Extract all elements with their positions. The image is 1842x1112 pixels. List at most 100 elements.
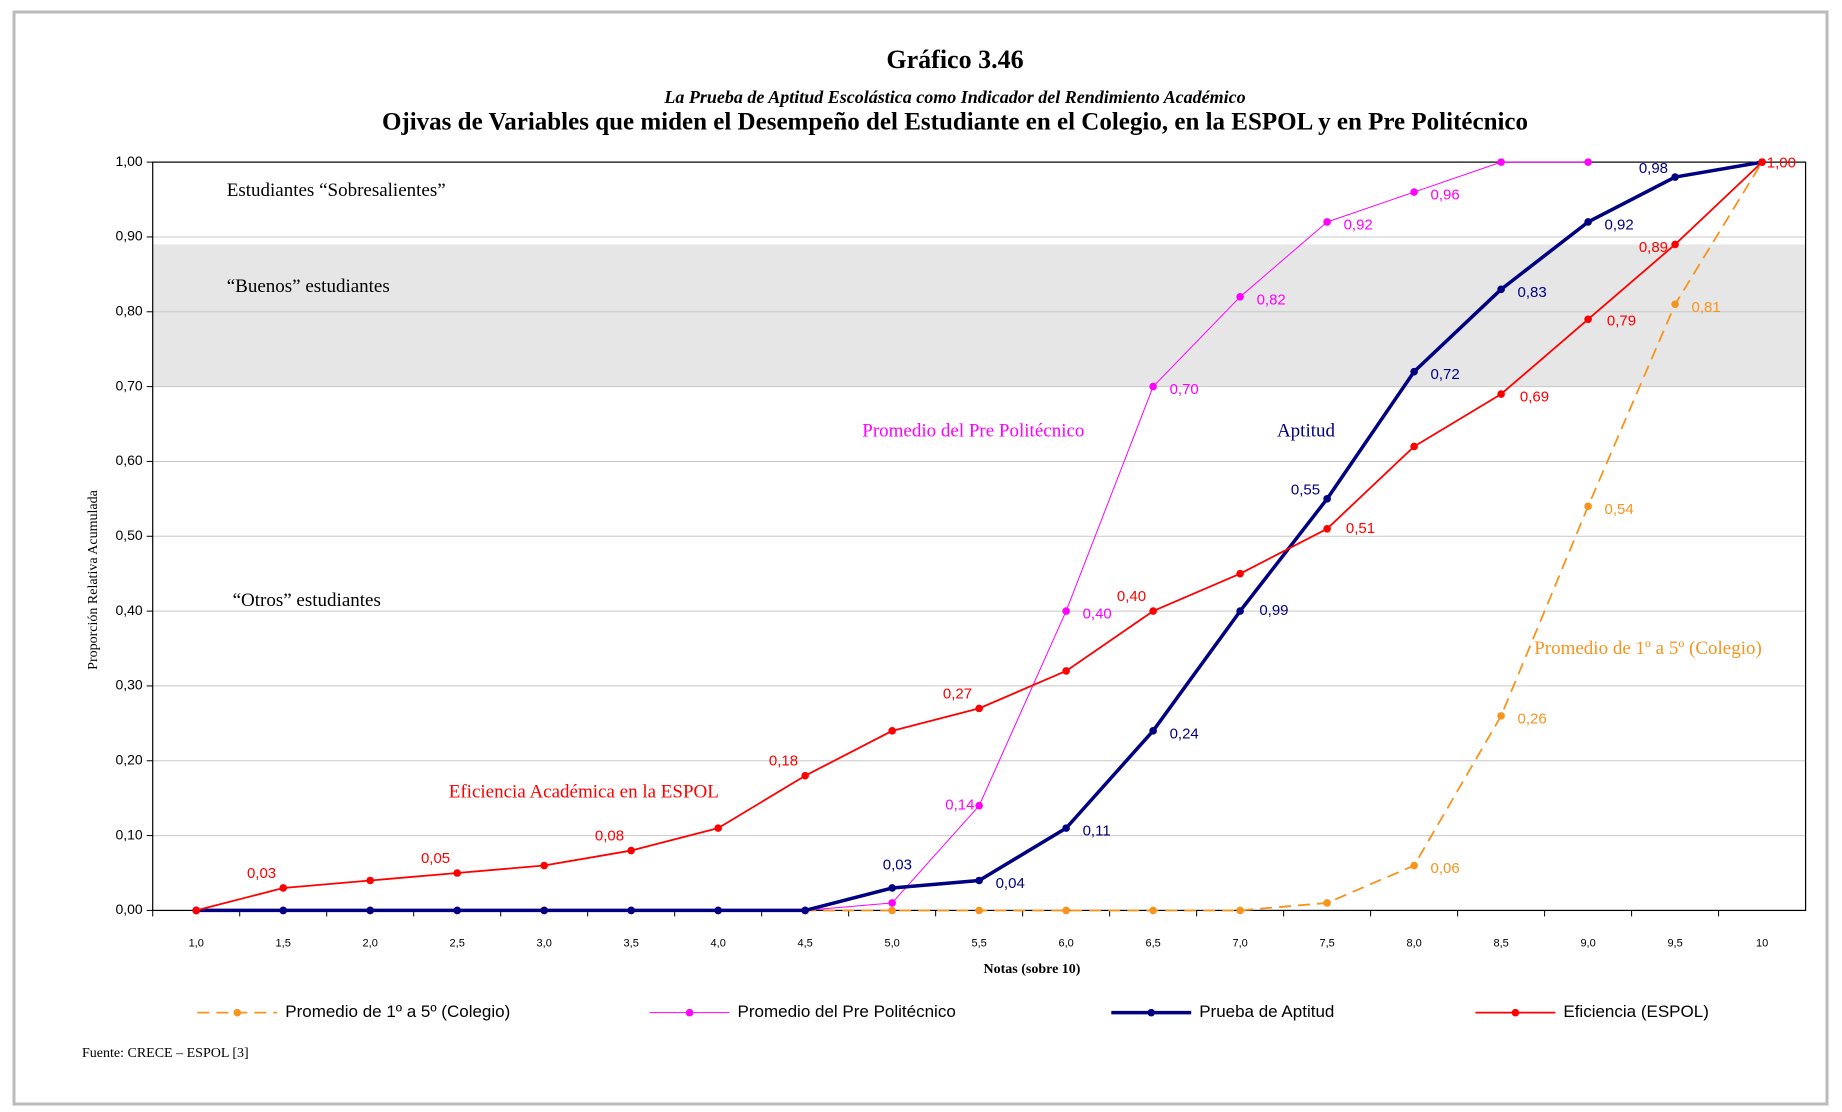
chart-heading: Ojivas de Variables que miden el Desempe… (382, 109, 1528, 136)
value-label: 0,40 (1117, 588, 1146, 605)
data-point (1410, 442, 1418, 451)
legend-label: Eficiencia (ESPOL) (1563, 1002, 1709, 1021)
x-tick-label: 4,0 (711, 937, 726, 949)
x-tick-label: 9,0 (1580, 937, 1595, 949)
data-point (1323, 899, 1331, 907)
x-tick-label: 6,5 (1145, 937, 1160, 949)
y-tick-label: 0,30 (115, 677, 142, 693)
value-label: 0,70 (1170, 381, 1199, 398)
data-point (1062, 906, 1070, 915)
y-tick-label: 0,40 (115, 602, 142, 618)
shaded-band (152, 244, 1806, 387)
value-label: 0,54 (1605, 501, 1634, 518)
annotation: Promedio del Pre Politécnico (862, 421, 1084, 442)
source-note: Fuente: CRECE – ESPOL [3] (82, 1046, 249, 1061)
data-point (627, 846, 635, 855)
data-point (975, 906, 983, 915)
frame (12, 10, 1829, 1106)
chart-title: Gráfico 3.46 (886, 45, 1023, 74)
data-point (1410, 188, 1418, 196)
data-point (540, 861, 548, 870)
value-label: 0,81 (1692, 299, 1721, 316)
value-label: 0,82 (1257, 291, 1286, 308)
data-point (801, 771, 809, 780)
data-point (1149, 382, 1157, 391)
value-label: 0,92 (1605, 216, 1634, 233)
data-point (1236, 293, 1244, 301)
value-label: 0,92 (1344, 216, 1373, 233)
data-point (1671, 300, 1679, 309)
y-tick-label: 0,70 (115, 377, 142, 393)
y-tick-label: 0,00 (115, 901, 142, 917)
annotation: Promedio de 1º a 5º (Colegio) (1534, 638, 1762, 659)
data-point (975, 704, 983, 713)
x-tick-label: 7,0 (1232, 937, 1247, 949)
data-point (1671, 173, 1679, 181)
data-point (1323, 524, 1331, 533)
value-label: 1,00 (1767, 154, 1796, 171)
data-point (1236, 906, 1244, 915)
data-point (279, 906, 288, 915)
data-point (975, 801, 983, 810)
legend-marker (233, 1008, 242, 1017)
y-tick-label: 0,10 (115, 826, 142, 842)
data-point (1149, 727, 1157, 735)
data-point (1062, 667, 1070, 675)
data-point (453, 869, 461, 877)
data-point (1497, 390, 1505, 398)
value-label: 0,79 (1607, 313, 1636, 330)
data-point (1236, 569, 1244, 578)
value-label: 0,18 (769, 753, 798, 770)
y-tick-label: 0,50 (115, 527, 142, 543)
value-label: 0,08 (595, 827, 624, 844)
region-label: “Otros” estudiantes (233, 590, 381, 611)
value-label: 0,69 (1520, 389, 1549, 406)
annotation: Aptitud (1277, 421, 1336, 442)
value-label: 0,05 (421, 850, 450, 867)
value-label: 0,06 (1431, 860, 1460, 877)
data-point (366, 876, 374, 885)
value-label: 0,72 (1431, 366, 1460, 383)
data-point (1236, 607, 1244, 615)
data-point (714, 824, 722, 832)
x-tick-label: 3,5 (624, 937, 639, 949)
x-tick-label: 3,0 (537, 937, 552, 949)
data-point (279, 884, 288, 892)
value-label: 0,26 (1518, 710, 1547, 727)
value-label: 0,03 (883, 857, 912, 874)
y-tick-label: 0,90 (115, 228, 142, 244)
data-point (1410, 861, 1418, 870)
x-axis-label: Notas (sobre 10) (984, 962, 1081, 977)
data-point (1758, 158, 1766, 166)
legend-label: Promedio de 1º a 5º (Colegio) (285, 1002, 510, 1021)
annotation: 0,99 (1259, 602, 1288, 619)
value-label: 0,83 (1518, 284, 1547, 301)
data-point (1062, 824, 1070, 832)
x-tick-label: 7,5 (1319, 937, 1334, 949)
x-tick-label: 8,0 (1406, 937, 1421, 949)
legend-marker (685, 1008, 694, 1017)
x-tick-label: 1,0 (189, 937, 204, 949)
data-point (1149, 607, 1157, 615)
data-point (1584, 315, 1592, 324)
data-point (1497, 158, 1505, 166)
value-label: 0,11 (1083, 823, 1111, 840)
data-point (888, 727, 896, 735)
data-point (627, 906, 635, 915)
data-point (540, 906, 548, 915)
data-point (1062, 607, 1070, 615)
data-point (714, 906, 722, 915)
value-label: 0,24 (1170, 725, 1199, 742)
value-label: 0,40 (1083, 606, 1112, 623)
x-tick-label: 2,5 (450, 937, 465, 949)
data-point (1671, 240, 1679, 249)
legend-marker (1511, 1008, 1520, 1017)
y-tick-label: 1,00 (115, 153, 142, 169)
value-label: 0,55 (1291, 482, 1320, 499)
data-point (1149, 906, 1157, 915)
y-tick-label: 0,80 (115, 302, 142, 318)
y-tick-label: 0,20 (115, 751, 142, 767)
value-label: 0,51 (1346, 520, 1375, 537)
